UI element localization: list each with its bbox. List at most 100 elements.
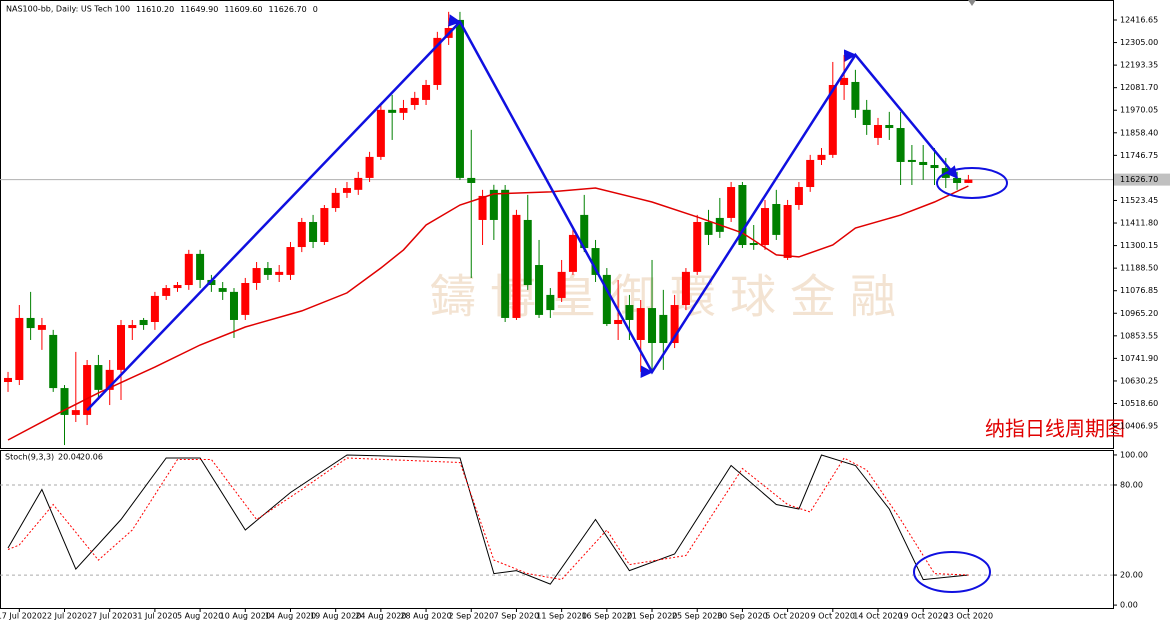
candle-body: [648, 308, 657, 344]
x-tick-label: 14 Oct 2020: [853, 612, 902, 621]
y-tick-label: 12081.70: [1120, 83, 1158, 92]
candle-body: [433, 37, 442, 85]
line-series: [7, 454, 969, 585]
candle-body: [184, 253, 193, 286]
header-tail: 0: [313, 5, 318, 14]
header-value: 11609.60: [224, 5, 262, 14]
candle-body: [749, 242, 758, 246]
candle-body: [399, 108, 408, 113]
candle-body: [907, 159, 916, 162]
plot-layer: [0, 11, 1113, 585]
candle-body: [512, 214, 521, 318]
candle-body: [388, 109, 397, 113]
y-tick-label: 80.00: [1120, 480, 1143, 489]
candle-body: [241, 283, 250, 315]
x-tick-label: 24 Aug 2020: [355, 612, 406, 621]
line-series: [86, 14, 959, 411]
candle-body: [794, 187, 803, 206]
candle-body: [636, 308, 645, 340]
candle-body: [139, 319, 148, 326]
y-tick-label: 0.00: [1120, 601, 1138, 610]
y-tick-label: 11411.80: [1120, 219, 1158, 228]
stoch-panel: [0, 450, 1114, 609]
y-tick-label: 10406.95: [1120, 422, 1158, 431]
y-tick-label: 10518.60: [1120, 399, 1158, 408]
candle-body: [806, 159, 815, 188]
y-tick-label: 11076.85: [1120, 286, 1158, 295]
candle-body: [83, 365, 92, 415]
candle-body: [173, 285, 182, 289]
candle-body: [873, 124, 882, 138]
x-tick-label: 5 Aug 2020: [177, 612, 223, 621]
candle-body: [851, 81, 860, 110]
header-value: 11626.70: [269, 5, 307, 14]
stoch-title: Stoch(9,3,3): [5, 453, 54, 462]
candle-body: [128, 325, 137, 329]
candle-body: [625, 305, 634, 320]
x-tick-label: 5 Oct 2020: [765, 612, 809, 621]
candle-body: [331, 192, 340, 209]
x-tick-label: 16 Sep 2020: [581, 612, 632, 621]
candle-body: [659, 314, 668, 344]
x-tick-label: 23 Oct 2020: [944, 612, 993, 621]
candle-body: [342, 188, 351, 193]
candle-body: [196, 253, 205, 280]
candle-body: [252, 268, 261, 284]
candle-body: [218, 288, 227, 292]
chart-title: NAS100-bb, Daily: US Tech 100: [6, 5, 130, 14]
x-tick-label: 28 Aug 2020: [400, 612, 451, 621]
candle-body: [568, 234, 577, 272]
candle-body: [376, 109, 385, 157]
candle-body: [501, 189, 510, 318]
x-tick-label: 7 Sep 2020: [494, 612, 540, 621]
y-tick-label: 10853.55: [1120, 331, 1158, 340]
y-tick-label: 12305.00: [1120, 38, 1158, 47]
highlight-ellipse: [936, 167, 1008, 199]
y-tick-label: 100.00: [1120, 450, 1148, 459]
header-value: 11649.90: [180, 5, 218, 14]
annotation: 纳指日线周期图: [985, 417, 1125, 441]
candle-body: [117, 325, 126, 370]
header-value: 11610.20: [136, 5, 174, 14]
y-tick-label: 10965.20: [1120, 309, 1158, 318]
x-tick-label: 17 Jul 2020: [0, 612, 42, 621]
y-tick-label: 11970.05: [1120, 106, 1158, 115]
line-series: [7, 457, 969, 581]
x-tick-label: 21 Sep 2020: [627, 612, 678, 621]
candle-body: [919, 161, 928, 165]
x-tick-label: 10 Aug 2020: [220, 612, 271, 621]
candle-body: [94, 365, 103, 390]
candle-body: [817, 154, 826, 160]
candle-body: [467, 177, 476, 183]
candle-body: [354, 177, 363, 190]
x-tick-label: 2 Sep 2020: [448, 612, 494, 621]
candle-body: [546, 294, 555, 311]
candle-body: [286, 247, 295, 275]
candle-body: [263, 268, 272, 275]
candle-body: [885, 124, 894, 129]
candle-body: [49, 334, 58, 389]
x-tick-label: 22 Jul 2020: [42, 612, 87, 621]
candle-body: [162, 288, 171, 296]
candle-body: [320, 208, 329, 242]
y-tick-label: 12193.35: [1120, 61, 1158, 70]
candle-body: [772, 203, 781, 235]
y-tick-label: 11188.50: [1120, 264, 1158, 273]
candle-body: [535, 265, 544, 315]
candle-body: [60, 388, 69, 415]
candle-body: [26, 317, 35, 329]
candle-body: [523, 219, 532, 286]
y-tick-label: 10630.25: [1120, 376, 1158, 385]
candle-body: [681, 271, 690, 306]
candle-body: [365, 156, 374, 178]
y-tick-label: 12416.65: [1120, 15, 1158, 24]
x-tick-label: 25 Sep 2020: [672, 612, 723, 621]
stoch-signal-value: 20.06: [80, 453, 103, 462]
x-tick-label: 19 Oct 2020: [898, 612, 947, 621]
candle-body: [896, 128, 905, 162]
last-price-label: 11626.70: [1120, 175, 1158, 184]
candle-body: [71, 410, 80, 415]
candle-body: [614, 319, 623, 325]
x-tick-label: 19 Aug 2020: [310, 612, 361, 621]
